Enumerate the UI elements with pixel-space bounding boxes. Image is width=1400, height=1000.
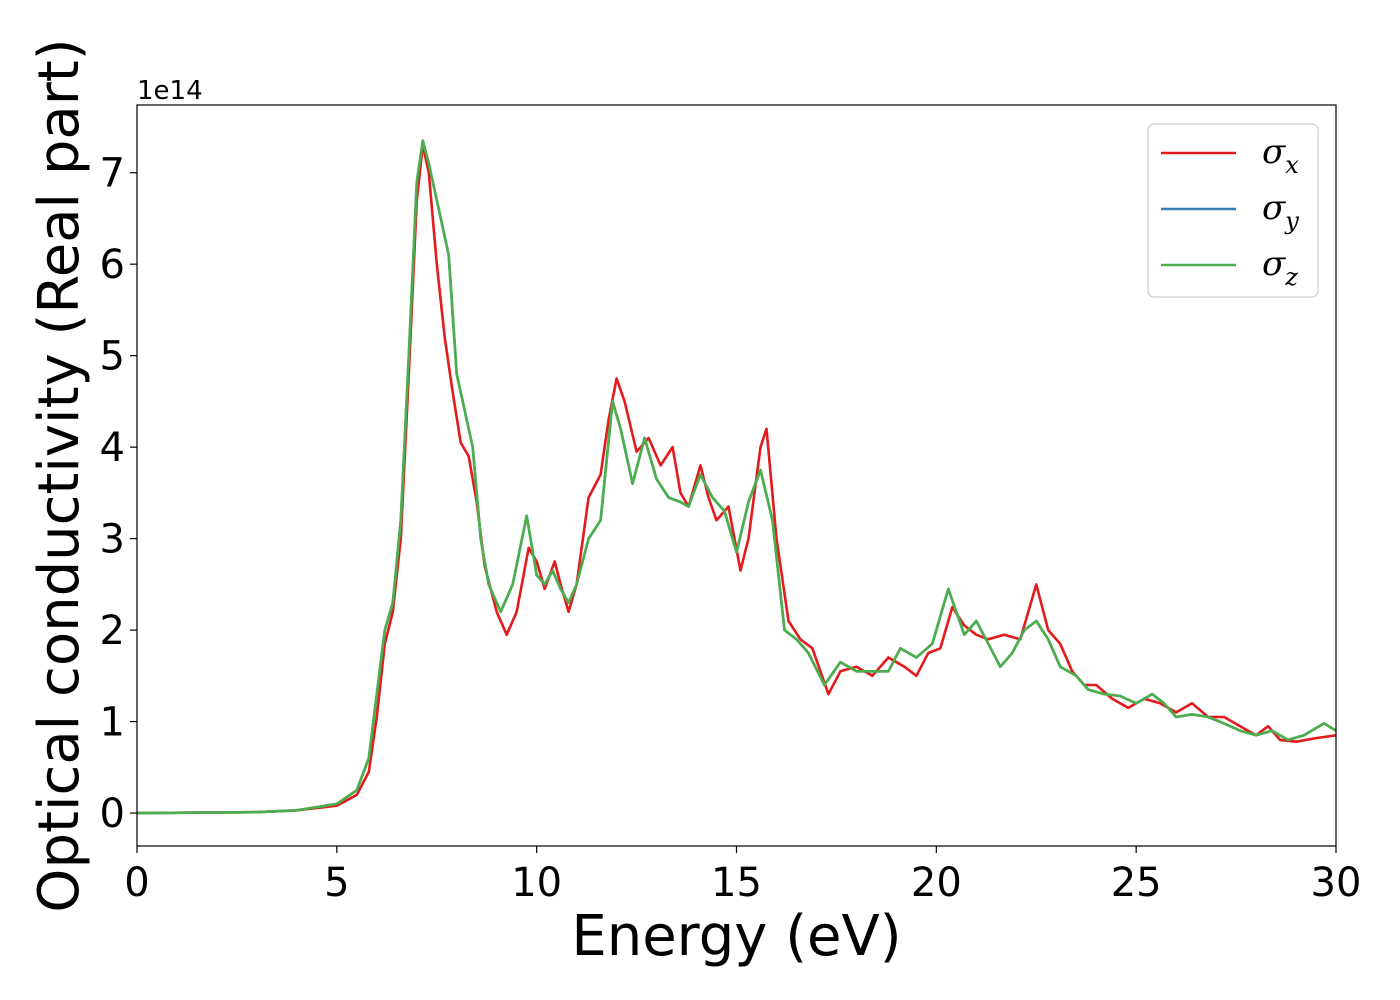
y-tick-label: 3 — [100, 517, 125, 563]
x-axis-label: Energy (eV) — [571, 904, 901, 969]
y-axis-offset-text: 1e14 — [137, 76, 203, 106]
legend-label-y: σy — [1262, 188, 1299, 235]
x-tick-label: 10 — [511, 860, 562, 906]
x-tick-label: 15 — [711, 860, 762, 906]
x-axis-ticks: 0 5 10 15 20 25 30 — [124, 846, 1361, 906]
y-tick-label: 5 — [100, 334, 125, 380]
legend-label-x: σx — [1262, 132, 1299, 179]
y-tick-label: 0 — [100, 791, 125, 837]
y-axis-ticks: 0 1 2 3 4 5 6 7 — [100, 151, 137, 837]
x-tick-label: 0 — [124, 860, 149, 906]
legend: σx σy σz — [1147, 123, 1319, 298]
x-tick-label: 5 — [324, 860, 349, 906]
y-tick-label: 4 — [100, 425, 125, 471]
series-line-z — [137, 139, 1336, 815]
x-tick-label: 25 — [1111, 860, 1162, 906]
x-tick-label: 20 — [911, 860, 962, 906]
legend-box — [1147, 123, 1319, 298]
y-axis-label: Optical conductivity (Real part) — [27, 38, 92, 912]
x-tick-label: 30 — [1311, 860, 1362, 906]
legend-label-z: σz — [1262, 244, 1298, 291]
y-tick-label: 2 — [100, 608, 125, 654]
y-tick-label: 7 — [100, 151, 125, 197]
series-line-x — [137, 144, 1336, 815]
series-layer — [137, 139, 1336, 815]
y-tick-label: 1 — [100, 700, 125, 746]
y-tick-label: 6 — [100, 242, 125, 288]
